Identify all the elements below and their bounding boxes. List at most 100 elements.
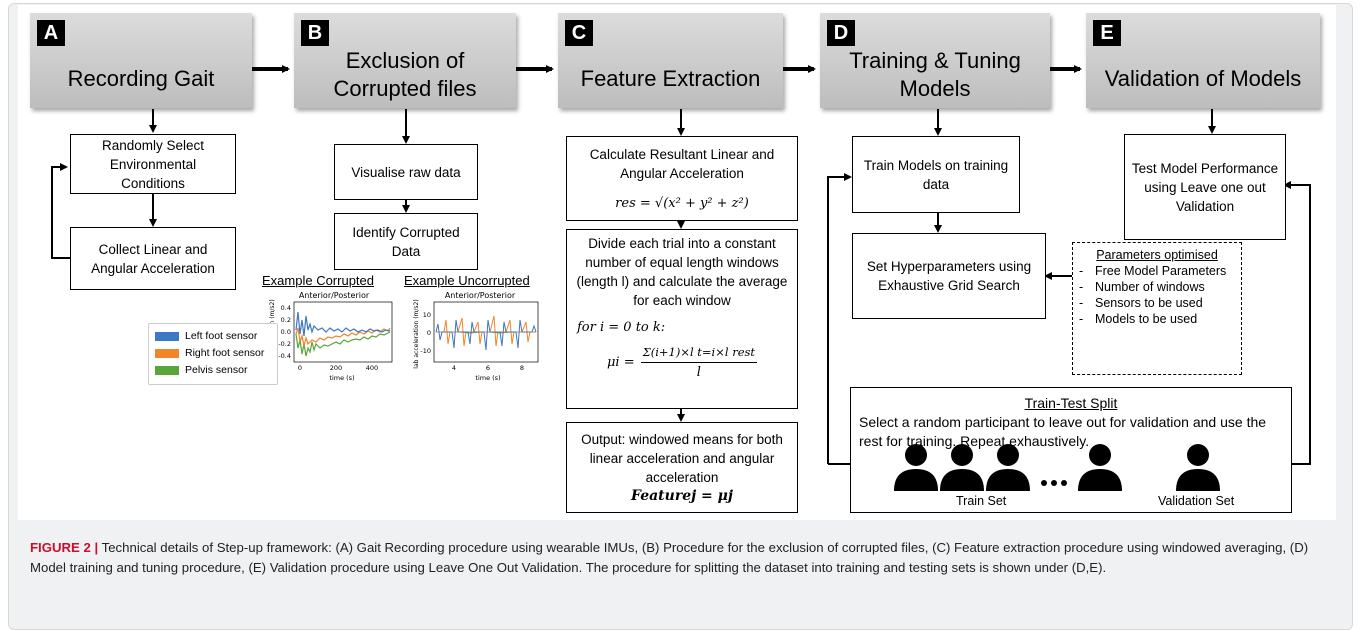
stage-badge-d: D — [827, 20, 855, 46]
box-visualise-raw: Visualise raw data — [334, 144, 478, 200]
ytick: 0.2 — [281, 316, 291, 324]
connectors — [51, 65, 1311, 465]
stage-title-a: Recording Gait — [67, 66, 215, 91]
stage-header-d: D Training & Tuning Models — [820, 13, 1050, 108]
xtick: 200 — [330, 364, 342, 372]
ellipsis-icon — [1041, 480, 1067, 486]
box-windowing-text: Divide each trial into a constant number… — [576, 236, 788, 308]
parameter-item: - Free Model Parameters — [1079, 264, 1227, 278]
legend-swatch — [155, 348, 179, 358]
xtick: 8 — [520, 364, 524, 372]
stage-header-c: C Feature Extraction — [558, 13, 783, 108]
xtick: 0 — [298, 364, 302, 372]
parameter-label: Models to be used — [1095, 312, 1198, 326]
box-visualise-raw-text: Visualise raw data — [351, 164, 461, 180]
formula-window-mean: μi = Σ(i+1)×l t=i×l rest l — [606, 343, 758, 382]
parameter-label: Number of windows — [1095, 280, 1205, 294]
person-icon — [894, 444, 938, 491]
box-output-features: Output: windowed means for both linear a… — [566, 422, 798, 513]
xtick: 4 — [452, 364, 456, 372]
ytick: 0.0 — [281, 328, 291, 336]
ytick: 10 — [423, 311, 431, 319]
stage-header-a: A Recording Gait — [30, 13, 252, 108]
formula-loop: for i = 0 to k: — [577, 320, 666, 335]
example-corrupted-title: Example Corrupted — [262, 273, 374, 288]
box-test-performance-text: Test Model Performance using Leave one o… — [1131, 160, 1279, 214]
box-hyperparameters: Set Hyperparameters using Exhaustive Gri… — [852, 233, 1046, 319]
plot-uncorrupted-axes — [433, 301, 539, 363]
legend-item-pelvis: Pelvis sensor — [155, 363, 247, 377]
plot-corrupted-title: Anterior/Posterior — [299, 291, 370, 300]
legend-label: Left foot sensor — [185, 330, 258, 342]
legend-swatch — [155, 365, 179, 375]
legend-item-right-foot: Right foot sensor — [155, 346, 264, 360]
series-pelvis-corrupted — [295, 331, 391, 357]
plot-corrupted-yticks: 0.4 0.2 0.0 -0.2 -0.4 — [278, 304, 291, 360]
plot-corrupted-xticks: 0 200 400 — [298, 364, 378, 372]
person-icon — [1176, 444, 1220, 491]
stage-title-d: Training & Tuning Models — [849, 48, 1021, 101]
diagram-canvas: A Recording Gait B Exclusion of Corrupte… — [18, 5, 1336, 520]
figure-caption: FIGURE 2 | Technical details of Step-up … — [30, 538, 1330, 578]
arrow-a-loop — [51, 163, 70, 259]
parameter-item: - Number of windows — [1079, 280, 1205, 294]
plot-corrupted-axes — [293, 301, 393, 363]
validation-set-label: Validation Set — [1158, 494, 1235, 508]
parameter-label: Free Model Parameters — [1095, 264, 1227, 278]
ytick: -10 — [420, 347, 431, 355]
ytick: -0.4 — [278, 352, 291, 360]
series-right-foot-uncorrupted — [436, 315, 536, 347]
box-train-models: Train Models on training data — [852, 136, 1020, 213]
box-train-models-text: Train Models on training data — [863, 157, 1009, 192]
parameter-item: - Sensors to be used — [1079, 296, 1203, 310]
plot-uncorrupted-ylabel: lab acceleration (m/s2) — [413, 299, 420, 368]
stage-header-e: E Validation of Models — [1086, 13, 1320, 108]
formula-resultant: res = √(x² + y² + z²) — [615, 195, 749, 211]
arrow-split-d1 — [827, 173, 852, 464]
box-collect-acceleration: Collect Linear and Angular Acceleration — [70, 227, 236, 290]
legend-swatch — [155, 331, 179, 341]
legend-item-left-foot: Left foot sensor — [155, 329, 257, 343]
train-set-people — [894, 444, 1122, 491]
ytick: 0.4 — [281, 304, 291, 312]
caption-label: FIGURE 2 | — [30, 540, 99, 555]
plot-legend: Left foot sensor Right foot sensor Pelvi… — [148, 323, 278, 385]
box-identify-corrupted-text: Identify Corrupted Data — [352, 224, 460, 259]
split-title: Train-Test Split — [1024, 395, 1118, 411]
series-left-foot-corrupted — [295, 311, 391, 337]
stage-badge-e: E — [1093, 20, 1121, 46]
stage-badge-a: A — [37, 20, 65, 46]
plot-uncorrupted-xticks: 4 6 8 — [452, 364, 524, 372]
xtick: 400 — [366, 364, 378, 372]
person-icon — [1078, 444, 1122, 491]
box-resultant-acceleration: Calculate Resultant Linear and Angular A… — [566, 136, 798, 221]
formula-numerator: Σ(i+1)×l t=i×l rest — [640, 343, 758, 363]
formula-window-mean-lhs: μi = — [606, 355, 635, 370]
validation-set-person — [1176, 444, 1220, 491]
parameter-item: - Models to be used — [1079, 312, 1198, 326]
box-random-conditions: Randomly Select Environmental Conditions — [70, 134, 236, 194]
box-hyperparameters-text: Set Hyperparameters using Exhaustive Gri… — [866, 259, 1032, 293]
plot-uncorrupted-title: Anterior/Posterior — [445, 291, 516, 300]
box-output-features-text: Output: windowed means for both linear a… — [581, 431, 783, 485]
stage-title-e: Validation of Models — [1104, 66, 1302, 91]
stage-header-b: B Exclusion of Corrupted files — [294, 13, 516, 108]
person-icon — [940, 444, 984, 491]
train-set-label: Train Set — [956, 494, 1007, 508]
stage-title-b: Exclusion of Corrupted files — [333, 48, 477, 101]
plot-uncorrupted-yticks: 10 0 -10 — [420, 311, 431, 355]
ytick: -0.2 — [278, 340, 291, 348]
box-identify-corrupted: Identify Corrupted Data — [334, 213, 478, 270]
parameters-title: Parameters optimised — [1096, 248, 1218, 262]
stage-title-c: Feature Extraction — [580, 66, 761, 91]
plot-uncorrupted: Anterior/Posterior lab acceleration (m/s… — [413, 291, 539, 382]
example-uncorrupted-title: Example Uncorrupted — [404, 273, 530, 288]
box-collect-acceleration-text: Collect Linear and Angular Acceleration — [91, 241, 215, 276]
legend-label: Right foot sensor — [185, 347, 265, 359]
box-windowing: Divide each trial into a constant number… — [566, 229, 798, 409]
box-test-performance: Test Model Performance using Leave one o… — [1124, 134, 1286, 240]
plot-corrupted: Anterior/Posterior lab acceleration (m/s… — [269, 291, 393, 382]
legend-label: Pelvis sensor — [185, 364, 248, 376]
formula-fraction: Σ(i+1)×l t=i×l rest l — [640, 343, 758, 382]
parameter-label: Sensors to be used — [1095, 296, 1203, 310]
